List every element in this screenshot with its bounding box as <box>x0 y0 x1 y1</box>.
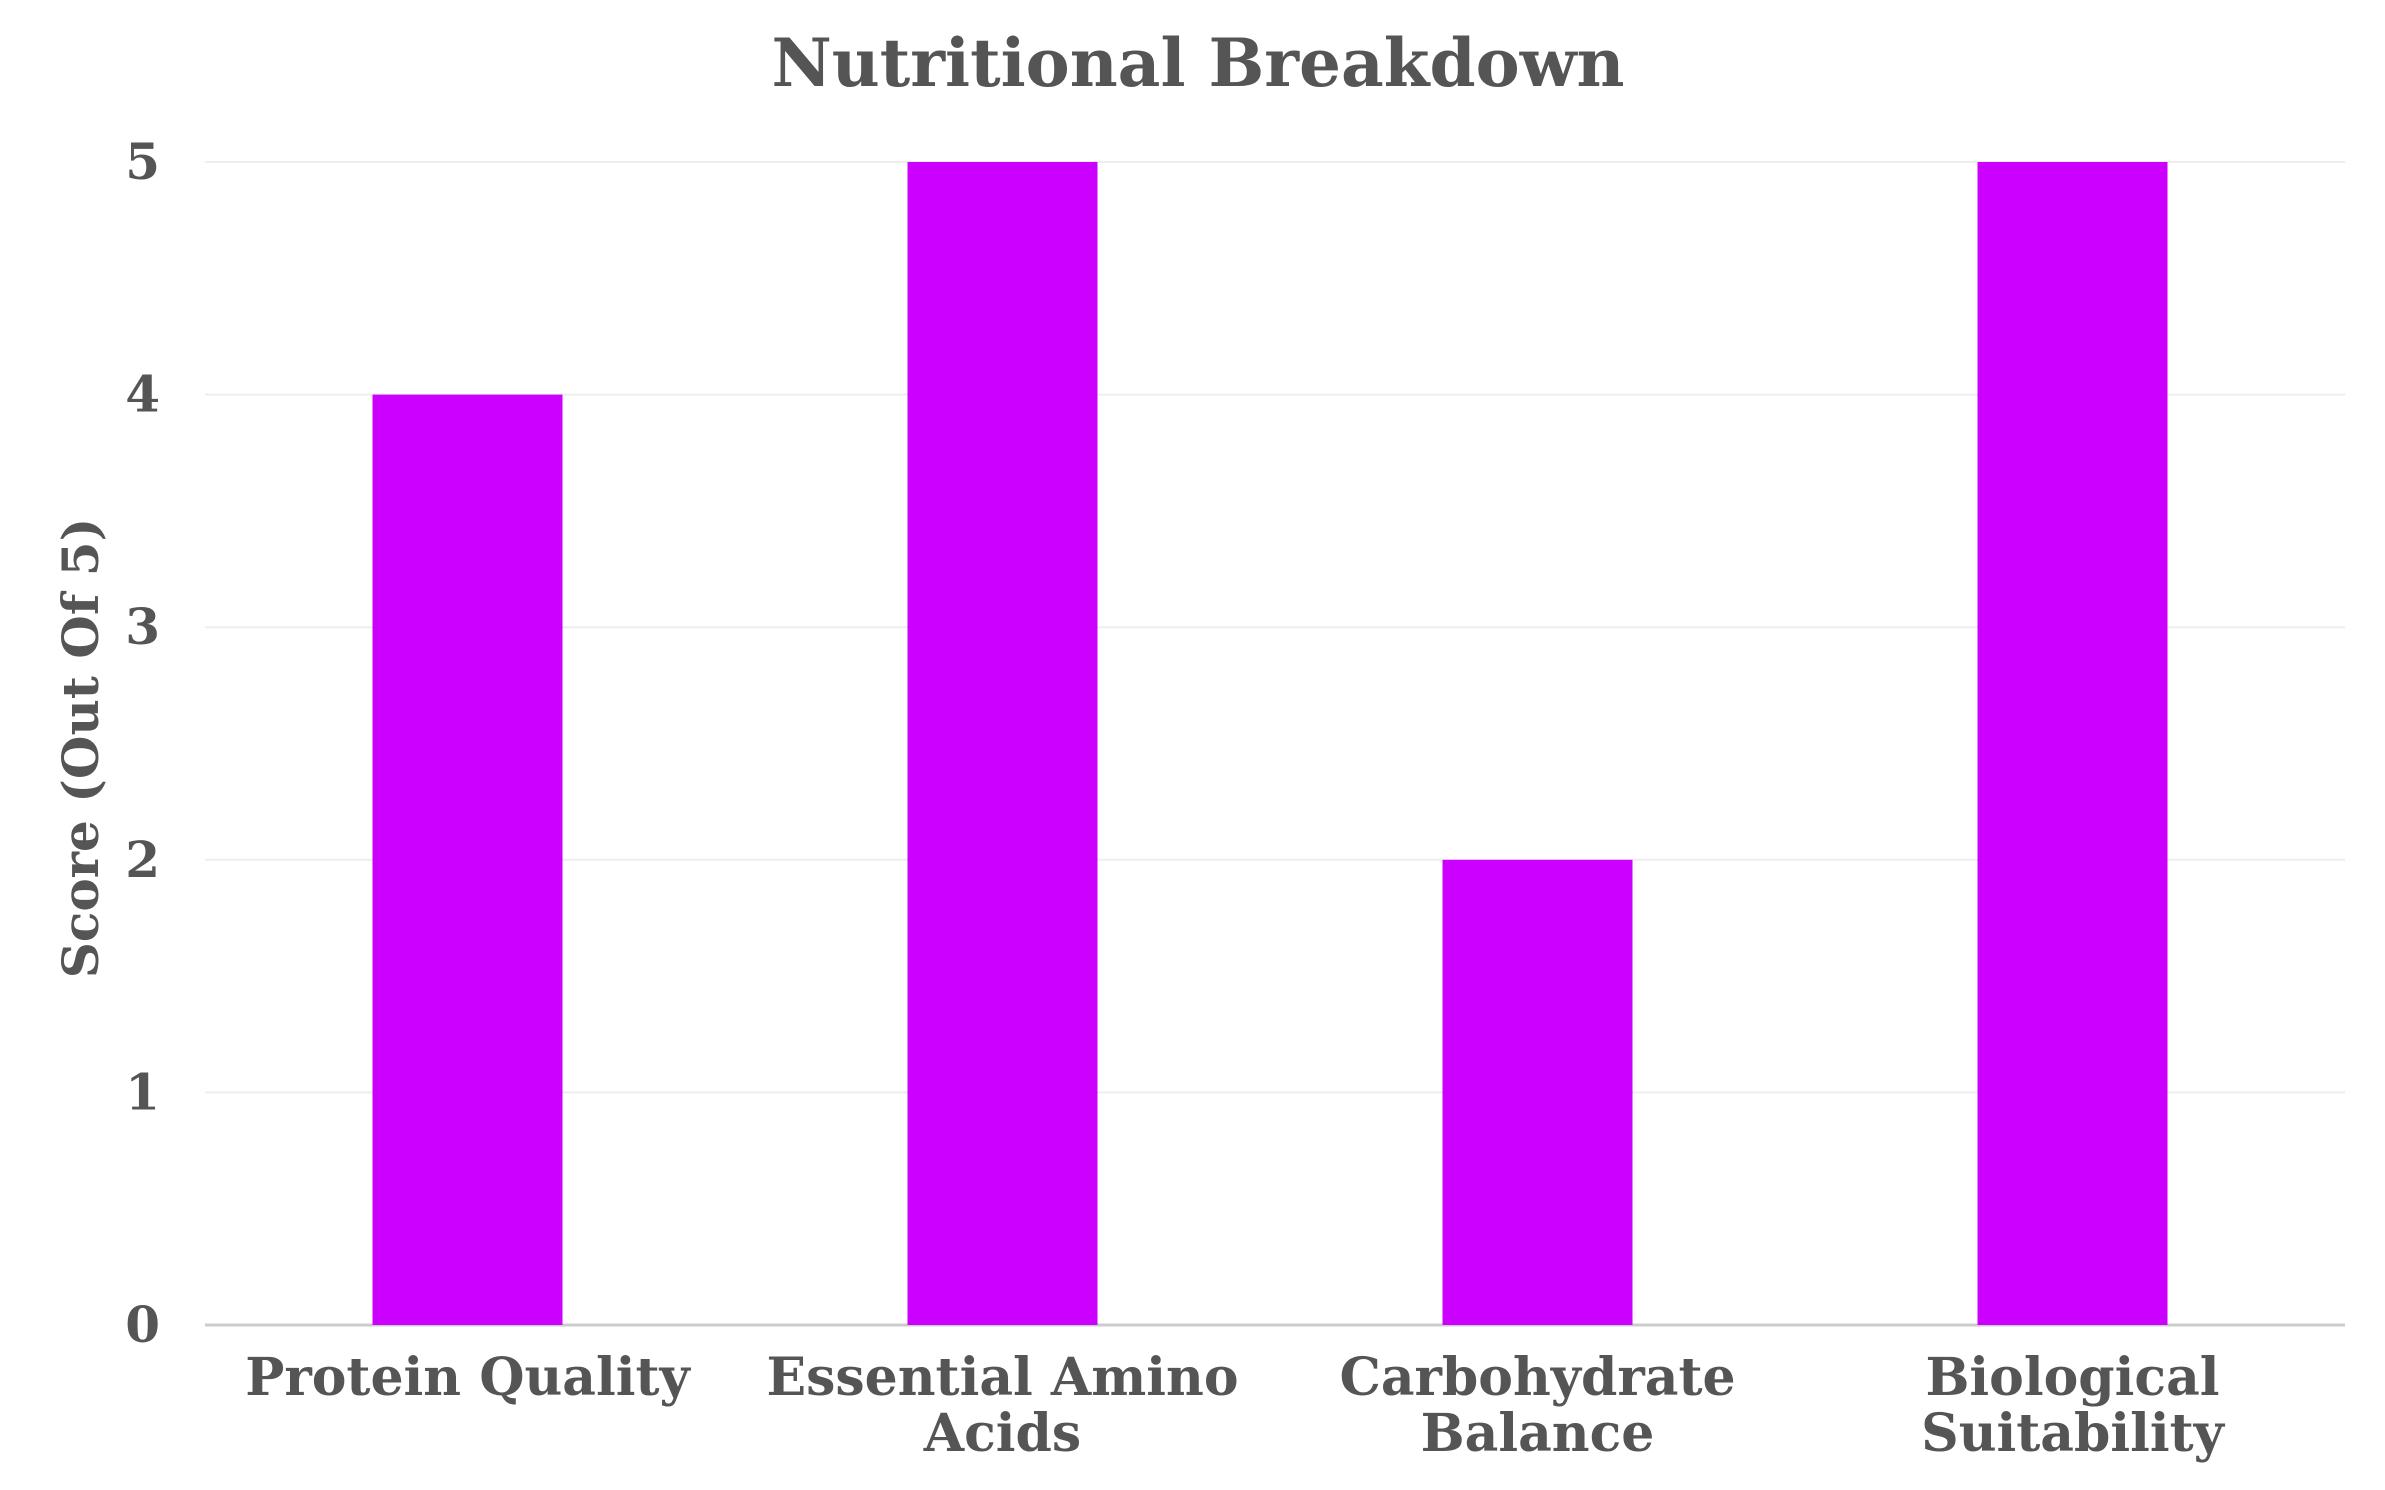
x-category-label-line: Acids <box>923 1403 1081 1464</box>
x-category-label-line: Suitability <box>1921 1403 2225 1464</box>
x-category-label-line: Protein Quality <box>245 1347 691 1408</box>
bar <box>1977 162 2168 1325</box>
y-tick-label: 0 <box>125 1295 160 1354</box>
y-tick-label: 2 <box>125 830 160 889</box>
x-category-label-line: Balance <box>1421 1403 1655 1464</box>
chart-title: Nutritional Breakdown <box>771 24 1624 102</box>
y-axis-label: Score (Out Of 5) <box>51 518 110 978</box>
y-tick-label: 5 <box>125 132 160 191</box>
x-category-label-line: Essential Amino <box>766 1347 1238 1408</box>
y-tick-label: 4 <box>125 365 160 424</box>
x-category-label-line: Carbohydrate <box>1339 1347 1735 1408</box>
y-tick-label: 1 <box>125 1062 160 1121</box>
bars <box>372 162 2168 1326</box>
x-category-label: Essential Amino Acids <box>766 1347 1238 1464</box>
y-tick-label: 3 <box>125 597 160 656</box>
x-category-labels: Protein Quality Essential Amino Acids Carbo… <box>245 1347 2225 1464</box>
x-category-label-line: Biological <box>1925 1347 2219 1408</box>
y-tick-labels: 0 1 2 3 4 5 <box>125 132 160 1354</box>
bar <box>1442 859 1633 1325</box>
x-category-label: Protein Quality <box>245 1347 691 1408</box>
x-category-label: Biological Suitability <box>1921 1347 2225 1464</box>
x-category-label: Carbohydrate Balance <box>1339 1347 1735 1464</box>
bar <box>372 394 563 1326</box>
bar <box>907 162 1098 1325</box>
